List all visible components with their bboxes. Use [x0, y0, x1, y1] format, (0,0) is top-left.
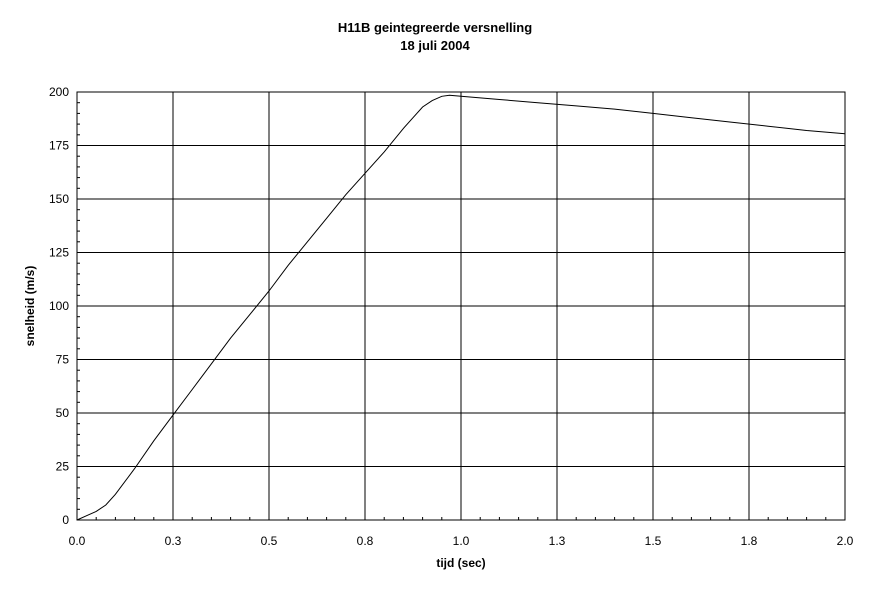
- y-tick-label: 200: [49, 85, 69, 99]
- y-tick-label: 75: [56, 353, 70, 367]
- chart-subtitle: 18 juli 2004: [400, 38, 470, 53]
- x-axis-ticks: 0.0 0.3 0.5 0.8 1.0 1.3 1.5 1.8 2.0: [69, 534, 854, 548]
- y-axis-ticks: 0 25 50 75 100 125 150 175 200: [49, 85, 69, 527]
- x-tick-label: 0.5: [261, 534, 278, 548]
- y-tick-label: 25: [56, 460, 70, 474]
- y-tick-label: 175: [49, 139, 69, 153]
- x-tick-label: 0.0: [69, 534, 86, 548]
- y-tick-label: 100: [49, 299, 69, 313]
- x-tick-label: 0.3: [165, 534, 182, 548]
- x-tick-label: 1.3: [549, 534, 566, 548]
- x-tick-label: 2.0: [837, 534, 854, 548]
- y-tick-label: 125: [49, 246, 69, 260]
- x-tick-label: 0.8: [357, 534, 374, 548]
- grid-lines: [76, 91, 846, 521]
- y-axis-label: snelheid (m/s): [23, 266, 37, 347]
- y-tick-label: 50: [56, 406, 70, 420]
- x-tick-label: 1.8: [741, 534, 758, 548]
- x-tick-label: 1.5: [645, 534, 662, 548]
- y-tick-label: 150: [49, 192, 69, 206]
- series-line: [76, 94, 846, 521]
- plot-area: [76, 91, 846, 521]
- x-tick-label: 1.0: [453, 534, 470, 548]
- x-axis-label: tijd (sec): [436, 556, 485, 570]
- y-tick-label: 0: [62, 513, 69, 527]
- chart-title: H11B geintegreerde versnelling: [337, 20, 533, 35]
